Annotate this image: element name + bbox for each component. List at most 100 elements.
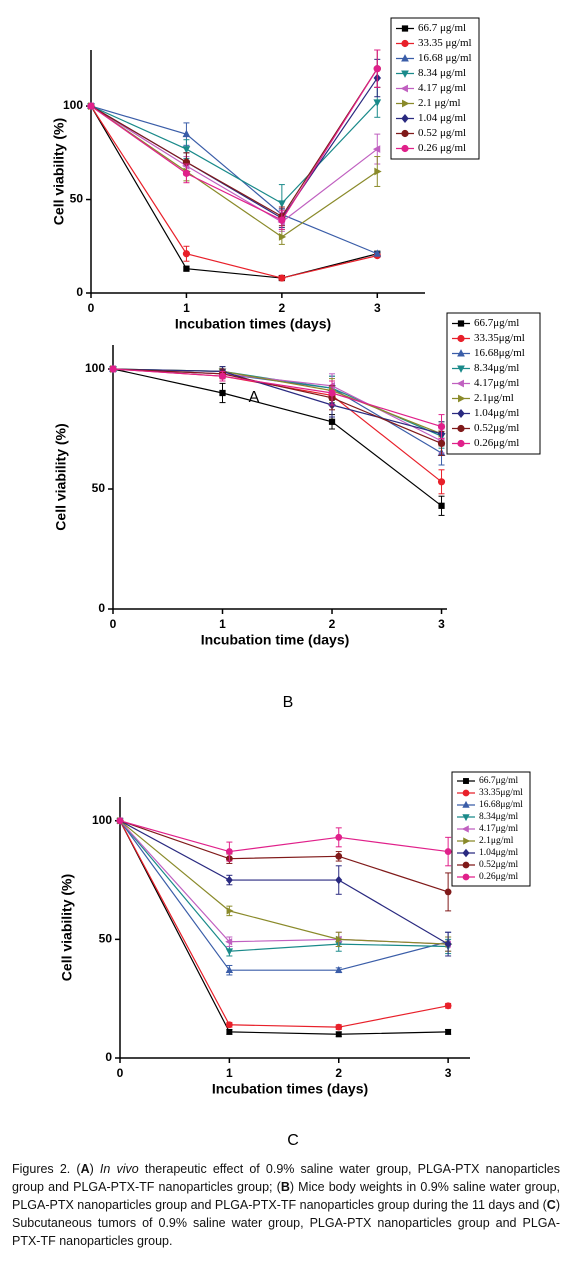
x-tick-label: 2	[329, 617, 336, 631]
legend-marker	[457, 334, 465, 343]
legend-label: 1.04μg/ml	[474, 407, 519, 419]
data-point	[373, 99, 382, 107]
legend-label: 8.34 μg/ml	[418, 67, 466, 79]
data-point	[182, 146, 191, 154]
series-line	[119, 820, 449, 945]
series-line	[119, 820, 449, 1035]
series-line	[112, 368, 442, 444]
x-tick-label: 1	[183, 301, 190, 315]
caption-text: A	[80, 1162, 90, 1176]
data-point	[335, 966, 343, 974]
series-line	[119, 820, 449, 952]
data-point	[335, 935, 343, 944]
panel-label: B	[283, 694, 294, 711]
series-line	[119, 820, 449, 893]
legend-label: 0.26μg/ml	[479, 872, 518, 882]
legend-label: 33.35μg/ml	[474, 332, 525, 344]
legend-label: 16.68 μg/ml	[418, 52, 472, 64]
panel-label: C	[287, 1132, 299, 1149]
x-tick-label: 2	[335, 1066, 342, 1080]
legend-marker	[458, 394, 466, 403]
legend-label: 0.26 μg/ml	[418, 142, 466, 154]
data-point	[183, 265, 190, 272]
x-tick-label: 2	[279, 301, 286, 315]
series-line	[90, 105, 378, 238]
y-axis-label: Cell viability (%)	[59, 874, 75, 981]
y-tick-label: 50	[92, 481, 106, 495]
data-point	[373, 65, 381, 73]
x-tick-label: 0	[117, 1066, 124, 1080]
x-tick-label: 0	[88, 301, 95, 315]
y-axis-label: Cell viability (%)	[51, 118, 67, 225]
data-point	[116, 817, 124, 825]
legend-marker	[401, 39, 409, 48]
legend-marker	[402, 99, 410, 108]
legend-label: 2.1 μg/ml	[418, 97, 461, 109]
legend-label: 8.34μg/ml	[474, 362, 519, 374]
legend-label: 0.26μg/ml	[474, 437, 519, 449]
data-point	[225, 848, 233, 855]
y-tick-label: 0	[98, 601, 105, 615]
legend-label: 66.7 μg/ml	[418, 22, 466, 34]
series-line	[119, 820, 449, 1028]
legend-marker	[401, 25, 409, 32]
x-tick-label: 0	[110, 617, 117, 631]
data-point	[444, 1002, 452, 1010]
legend-marker	[401, 114, 409, 123]
series-line	[112, 368, 442, 437]
data-point	[328, 418, 336, 425]
legend-label: 0.52μg/ml	[479, 860, 518, 870]
data-point	[445, 1028, 452, 1035]
data-point	[87, 102, 95, 110]
data-point	[225, 948, 234, 956]
x-tick-label: 3	[438, 617, 445, 631]
data-point	[335, 852, 343, 860]
y-tick-label: 100	[92, 813, 112, 827]
legend-label: 8.34μg/ml	[479, 812, 518, 822]
data-point	[225, 1021, 233, 1029]
data-point	[372, 145, 381, 153]
legend-marker	[401, 129, 409, 138]
data-point	[278, 274, 286, 282]
x-tick-label: 1	[219, 617, 226, 631]
x-tick-label: 1	[226, 1066, 233, 1080]
data-point	[109, 365, 117, 373]
data-point	[373, 249, 382, 257]
caption-text: In vivo	[99, 1162, 139, 1176]
legend-label: 0.52 μg/ml	[418, 127, 466, 139]
series-line	[90, 68, 378, 218]
legend-marker	[462, 789, 470, 797]
legend-marker	[457, 349, 465, 357]
legend-label: 66.7μg/ml	[479, 776, 518, 786]
legend-label: 16.68μg/ml	[479, 800, 523, 810]
series-line	[112, 368, 442, 507]
x-tick-label: 3	[445, 1066, 452, 1080]
y-tick-label: 50	[99, 932, 113, 946]
data-point	[182, 129, 191, 138]
legend-marker	[457, 365, 465, 373]
data-point	[219, 389, 226, 397]
legend-label: 33.35μg/ml	[479, 788, 523, 798]
data-point	[278, 216, 286, 224]
data-point	[444, 939, 452, 949]
data-point	[225, 966, 234, 974]
caption-text: B	[280, 1180, 290, 1194]
legend-marker	[400, 84, 408, 93]
series-line	[90, 101, 378, 205]
series-line	[90, 68, 378, 221]
caption: Figures 2. (A) In vivo therapeutic effec…	[12, 1160, 560, 1250]
y-tick-label: 0	[76, 285, 83, 299]
legend-marker	[463, 837, 471, 845]
data-point	[225, 875, 233, 885]
caption-text: therapeutic effect of 0.9% saline water …	[12, 1162, 560, 1194]
legend-label: 1.04μg/ml	[479, 848, 518, 858]
data-point	[335, 1031, 342, 1038]
legend-label: 2.1μg/ml	[479, 836, 514, 846]
legend-marker	[457, 424, 465, 433]
x-axis-label: Incubation times (days)	[175, 316, 331, 332]
caption-text: ) Mice body weights in 0.9% saline water…	[12, 1180, 561, 1212]
data-point	[226, 1028, 233, 1035]
series-line	[90, 105, 378, 279]
legend-label: 16.68μg/ml	[474, 347, 525, 359]
